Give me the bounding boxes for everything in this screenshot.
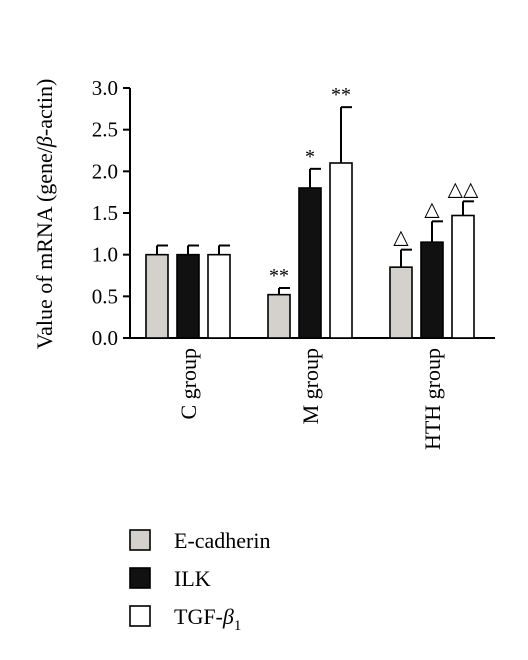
- y-axis-title-beta: β: [32, 136, 57, 148]
- category-label: M group: [298, 348, 323, 424]
- bar: [420, 241, 444, 339]
- legend-swatch: [129, 605, 151, 627]
- y-axis-title: Value of mRNA (gene/β-actin): [32, 79, 57, 350]
- bar: [329, 162, 353, 339]
- y-tick-label: 3.0: [92, 76, 118, 100]
- significance-label: △△: [448, 178, 479, 200]
- y-tick-label: 1.0: [92, 243, 118, 267]
- category-label: HTH group: [420, 348, 445, 450]
- y-axis-title-part2: -actin): [32, 79, 57, 136]
- legend-label-main: ILK: [174, 566, 211, 591]
- y-tick-label: 2.0: [92, 159, 118, 183]
- significance-label: **: [269, 265, 289, 287]
- bar: [176, 253, 200, 339]
- y-tick-label: 2.5: [92, 118, 118, 142]
- bar: [298, 187, 322, 339]
- significance-label: △: [393, 227, 409, 249]
- legend-label-subscript: 1: [234, 618, 242, 634]
- legend-label-main: E-cadherin: [174, 528, 271, 553]
- bar: [145, 253, 169, 339]
- y-tick-label: 1.5: [92, 201, 118, 225]
- y-tick-label: 0.5: [92, 284, 118, 308]
- significance-label: △: [424, 198, 440, 220]
- bar: [207, 253, 231, 339]
- y-tick-label: 0.0: [92, 326, 118, 350]
- bar: [389, 266, 413, 339]
- legend-swatch: [129, 529, 151, 551]
- significance-label: **: [331, 84, 351, 106]
- legend-swatch: [129, 567, 151, 589]
- legend-label: ILK: [174, 566, 211, 591]
- bar: [267, 293, 291, 339]
- category-label: C group: [176, 348, 201, 420]
- significance-label: *: [305, 146, 315, 168]
- legend-label: E-cadherin: [174, 528, 271, 553]
- y-axis-title-part1: Value of mRNA (gene/: [32, 146, 57, 349]
- legend-label-beta: β: [222, 604, 234, 629]
- svg-text:Value of mRNA (gene/β-actin): Value of mRNA (gene/β-actin): [32, 79, 57, 350]
- legend-label: TGF-β1: [174, 604, 241, 634]
- bar: [451, 214, 475, 339]
- legend-label-main: TGF-: [174, 604, 223, 629]
